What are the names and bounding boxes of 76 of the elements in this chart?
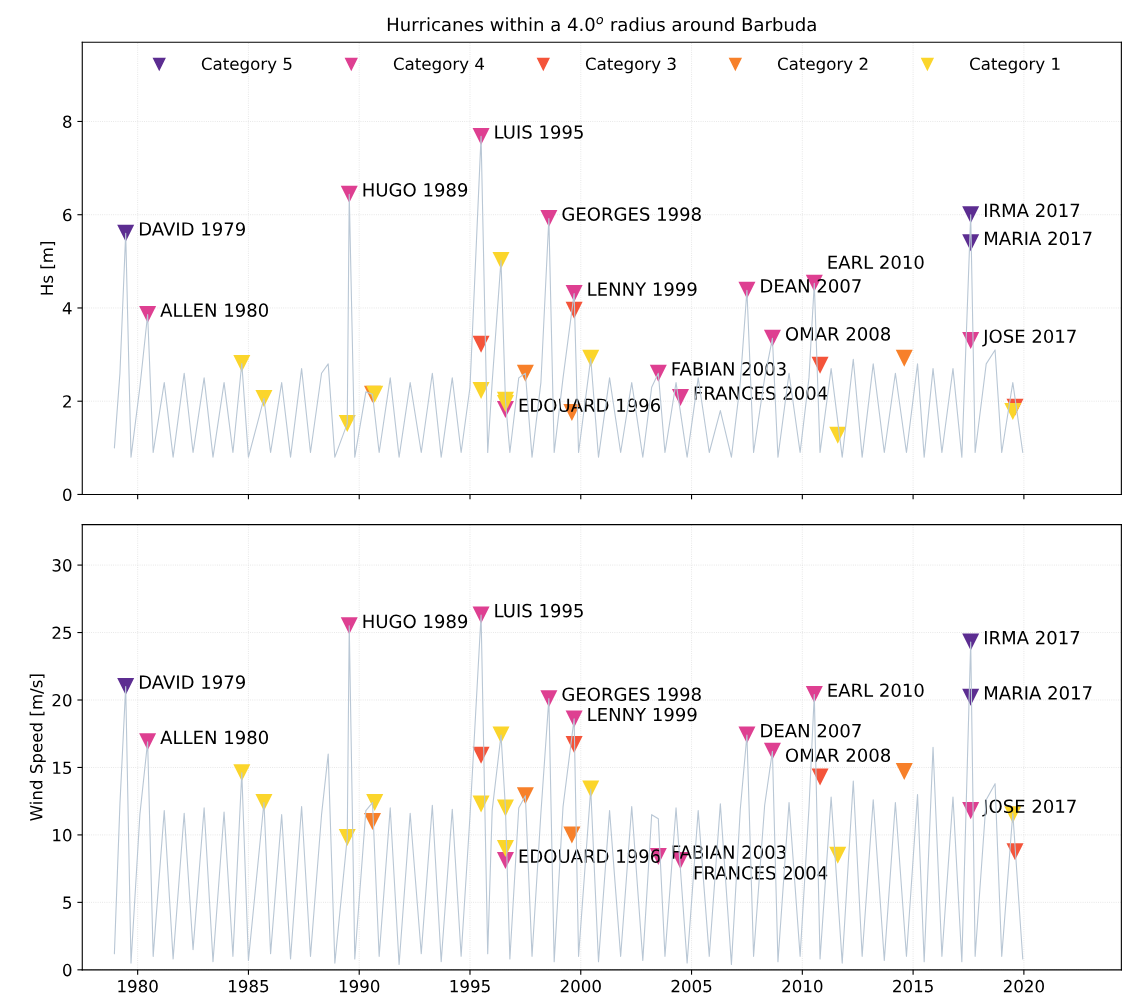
annotation: OMAR 2008 bbox=[785, 748, 891, 763]
annotation: DEAN 2007 bbox=[761, 279, 861, 293]
x-tick-label: 1980 bbox=[118, 979, 158, 993]
point bbox=[763, 329, 781, 347]
annotation: DAVID 1979 bbox=[139, 675, 245, 689]
y-tick-label: 20 bbox=[52, 693, 72, 707]
legend-label: Category 1 bbox=[969, 57, 1060, 74]
y-axis-title: Wind Speed [m/s] bbox=[29, 674, 46, 821]
point bbox=[472, 335, 490, 353]
point bbox=[233, 764, 251, 782]
point bbox=[895, 349, 913, 367]
point bbox=[496, 839, 514, 857]
y-tick-label: 4 bbox=[62, 302, 72, 315]
annotation: GEORGES 1998 bbox=[562, 687, 701, 702]
annotation: FABIAN 2003 bbox=[672, 362, 786, 376]
legend-label: Category 3 bbox=[585, 57, 676, 74]
y-tick-label: 8 bbox=[63, 115, 72, 129]
x-tick-label: 2020 bbox=[1003, 979, 1044, 993]
annotation: HUGO 1989 bbox=[363, 183, 468, 197]
annotation: MARIA 2017 bbox=[984, 686, 1092, 700]
annotation: IRMA 2017 bbox=[984, 203, 1080, 218]
point bbox=[117, 678, 135, 696]
annotation: LUIS 1995 bbox=[495, 603, 583, 618]
x-tick-label: 1985 bbox=[229, 979, 269, 993]
point bbox=[139, 305, 157, 323]
point bbox=[366, 794, 384, 812]
point bbox=[472, 381, 490, 399]
annotation: HUGO 1989 bbox=[363, 614, 468, 629]
x-tick-label: 2010 bbox=[782, 979, 823, 993]
annotation: IRMA 2017 bbox=[984, 630, 1080, 645]
y-tick-label: 15 bbox=[53, 761, 72, 775]
x-tick-label: 1995 bbox=[450, 979, 490, 993]
annotation: EARL 2010 bbox=[828, 255, 924, 270]
annotation: DAVID 1979 bbox=[139, 222, 245, 236]
point bbox=[805, 686, 823, 704]
y-tick-label: 10 bbox=[53, 828, 72, 842]
annotation: EARL 2010 bbox=[828, 683, 924, 698]
annotation: FRANCES 2004 bbox=[694, 866, 828, 880]
annotation: LENNY 1999 bbox=[588, 282, 697, 296]
annotation: LUIS 1995 bbox=[495, 125, 583, 139]
y-tick-label: 2 bbox=[63, 395, 71, 408]
y-tick-label: 5 bbox=[63, 896, 72, 909]
x-tick-label: 2015 bbox=[893, 979, 933, 993]
x-tick-label: 2000 bbox=[560, 979, 601, 993]
point bbox=[962, 206, 980, 224]
annotation: JOSE 2017 bbox=[982, 329, 1076, 347]
point bbox=[472, 795, 490, 813]
x-tick-label: 2005 bbox=[671, 979, 712, 993]
point bbox=[563, 826, 581, 844]
legend-label: Category 2 bbox=[777, 57, 868, 74]
y-tick-label: 25 bbox=[52, 626, 72, 640]
y-tick-label: 6 bbox=[63, 208, 72, 222]
point bbox=[962, 633, 980, 651]
point bbox=[895, 763, 913, 781]
chart-title: Hurricanes within a 4.0$^{o}$ radius around Barbuda bbox=[387, 17, 816, 32]
y-tick-label: 0 bbox=[63, 963, 72, 977]
point bbox=[340, 617, 358, 635]
annotation: FABIAN 2003 bbox=[672, 845, 786, 859]
point bbox=[763, 742, 781, 760]
annotation: EDOUARD 1996 bbox=[519, 398, 661, 413]
y-tick-label: 30 bbox=[52, 559, 72, 572]
annotation: FRANCES 2004 bbox=[694, 386, 828, 400]
y-tick-label: 0 bbox=[63, 488, 72, 502]
y-axis-title: Hs [m] bbox=[40, 241, 56, 295]
annotation: ALLEN 1980 bbox=[160, 730, 269, 745]
annotation: LENNY 1999 bbox=[588, 707, 697, 722]
legend-label: Category 5 bbox=[201, 57, 292, 74]
annotation: MARIA 2017 bbox=[984, 231, 1092, 246]
annotation: OMAR 2008 bbox=[785, 327, 891, 341]
annotation: GEORGES 1998 bbox=[562, 207, 701, 221]
annotation: DEAN 2007 bbox=[761, 723, 861, 738]
point bbox=[139, 733, 157, 751]
x-tick-label: 1990 bbox=[339, 979, 380, 993]
annotation: ALLEN 1980 bbox=[160, 303, 269, 317]
legend-label: Category 4 bbox=[393, 57, 485, 74]
annotation: JOSE 2017 bbox=[982, 799, 1076, 817]
